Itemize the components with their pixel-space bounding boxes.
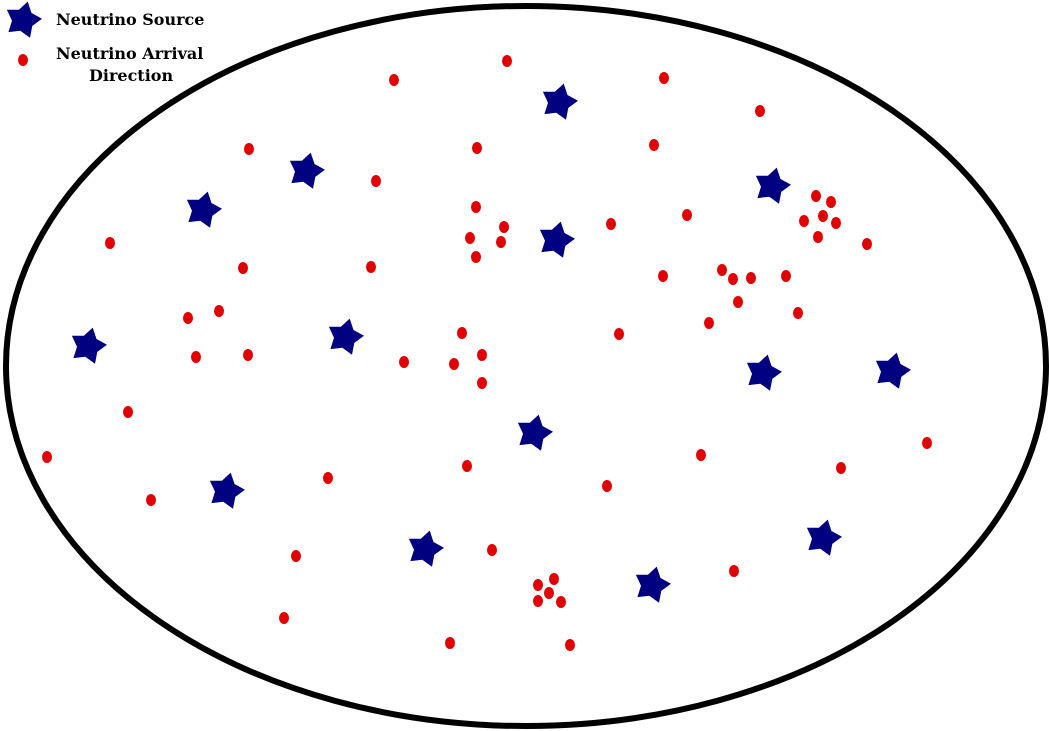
neutrino-arrival-dot [445, 637, 455, 649]
neutrino-arrival-dot [371, 175, 381, 187]
neutrino-source-star [746, 354, 782, 391]
neutrino-arrival-dot [682, 209, 692, 221]
neutrino-arrival-dot [862, 238, 872, 250]
neutrino-arrival-dot [462, 460, 472, 472]
neutrino-source-star [517, 414, 553, 451]
neutrino-source-star [408, 530, 444, 567]
neutrino-arrival-dot [487, 544, 497, 556]
neutrino-source-star [186, 191, 222, 228]
neutrino-arrival-dot [471, 251, 481, 263]
neutrino-arrival-dot [472, 142, 482, 154]
neutrino-source-star [755, 167, 791, 204]
neutrino-arrival-dot [214, 305, 224, 317]
neutrino-source-star [539, 221, 575, 258]
neutrino-arrival-dot [499, 221, 509, 233]
neutrino-arrival-dot [549, 573, 559, 585]
neutrino-source-star [209, 472, 245, 509]
neutrino-arrival-dot [659, 72, 669, 84]
neutrino-arrival-dot [565, 639, 575, 651]
neutrino-arrival-dot [238, 262, 248, 274]
neutrino-arrival-dot [922, 437, 932, 449]
neutrino-arrival-dot [836, 462, 846, 474]
sky-boundary-ellipse [3, 3, 1049, 729]
neutrino-arrival-dot [649, 139, 659, 151]
neutrino-arrival-dot [477, 377, 487, 389]
neutrino-arrival-dot [183, 312, 193, 324]
neutrino-arrival-dot [191, 351, 201, 363]
neutrino-arrival-dot [366, 261, 376, 273]
neutrino-arrival-dot [243, 349, 253, 361]
neutrino-arrival-dot [826, 196, 836, 208]
arrival-points [42, 55, 932, 651]
neutrino-arrival-dot [781, 270, 791, 282]
neutrino-arrival-dot [729, 565, 739, 577]
neutrino-arrival-dot [502, 55, 512, 67]
neutrino-arrival-dot [465, 232, 475, 244]
neutrino-source-star [328, 318, 364, 355]
neutrino-arrival-dot [818, 210, 828, 222]
neutrino-arrival-dot [799, 215, 809, 227]
neutrino-arrival-dot [813, 231, 823, 243]
neutrino-arrival-dot [696, 449, 706, 461]
neutrino-source-star [635, 566, 671, 603]
neutrino-arrival-dot [389, 74, 399, 86]
neutrino-arrival-dot [717, 264, 727, 276]
neutrino-source-star [289, 152, 325, 189]
neutrino-arrival-dot [606, 218, 616, 230]
legend-source-star-icon [6, 1, 42, 38]
neutrino-arrival-dot [728, 273, 738, 285]
neutrino-arrival-dot [746, 272, 756, 284]
legend-source-star [6, 1, 42, 38]
legend-arrival-dot-icon [18, 54, 28, 66]
neutrino-source-star [71, 327, 107, 364]
legend-arrival-label-line1: Neutrino Arrival [56, 44, 203, 63]
neutrino-source-star [806, 519, 842, 556]
neutrino-arrival-dot [544, 587, 554, 599]
neutrino-arrival-dot [811, 190, 821, 202]
neutrino-arrival-dot [457, 327, 467, 339]
neutrino-arrival-dot [614, 328, 624, 340]
legend: Neutrino Source Neutrino Arrival Directi… [6, 1, 204, 85]
neutrino-arrival-dot [477, 349, 487, 361]
neutrino-source-star [542, 83, 578, 120]
neutrino-arrival-dot [533, 595, 543, 607]
neutrino-arrival-dot [279, 612, 289, 624]
neutrino-arrival-dot [471, 201, 481, 213]
neutrino-arrival-dot [105, 237, 115, 249]
neutrino-arrival-dot [244, 143, 254, 155]
neutrino-arrival-dot [556, 596, 566, 608]
neutrino-arrival-dot [399, 356, 409, 368]
neutrino-arrival-dot [449, 358, 459, 370]
neutrino-arrival-dot [42, 451, 52, 463]
neutrino-arrival-dot [602, 480, 612, 492]
neutrino-arrival-dot [755, 105, 765, 117]
neutrino-arrival-dot [123, 406, 133, 418]
legend-arrival-label-line2: Direction [89, 66, 173, 85]
neutrino-arrival-dot [496, 236, 506, 248]
neutrino-arrival-dot [533, 579, 543, 591]
neutrino-arrival-dot [658, 270, 668, 282]
neutrino-arrival-dot [831, 217, 841, 229]
neutrino-arrival-dot [291, 550, 301, 562]
neutrino-arrival-dot [704, 317, 714, 329]
source-points [71, 83, 911, 603]
neutrino-arrival-dot [323, 472, 333, 484]
neutrino-source-star [875, 352, 911, 389]
neutrino-arrival-dot [733, 296, 743, 308]
legend-source-label: Neutrino Source [56, 10, 204, 29]
neutrino-arrival-dot [146, 494, 156, 506]
neutrino-arrival-dot [793, 307, 803, 319]
